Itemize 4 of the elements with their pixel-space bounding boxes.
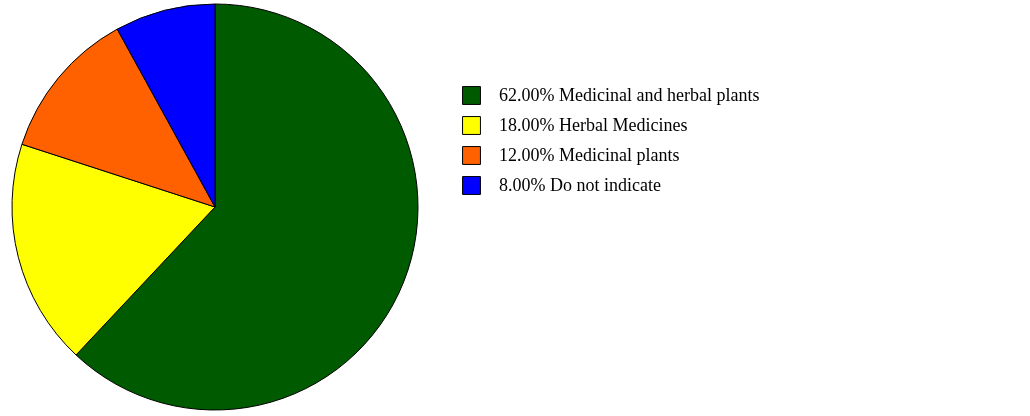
legend-label: 18.00% Herbal Medicines bbox=[499, 114, 688, 135]
legend-label: 8.00% Do not indicate bbox=[499, 174, 661, 195]
legend-label: 62.00% Medicinal and herbal plants bbox=[499, 84, 760, 105]
legend-label: 12.00% Medicinal plants bbox=[499, 144, 680, 165]
